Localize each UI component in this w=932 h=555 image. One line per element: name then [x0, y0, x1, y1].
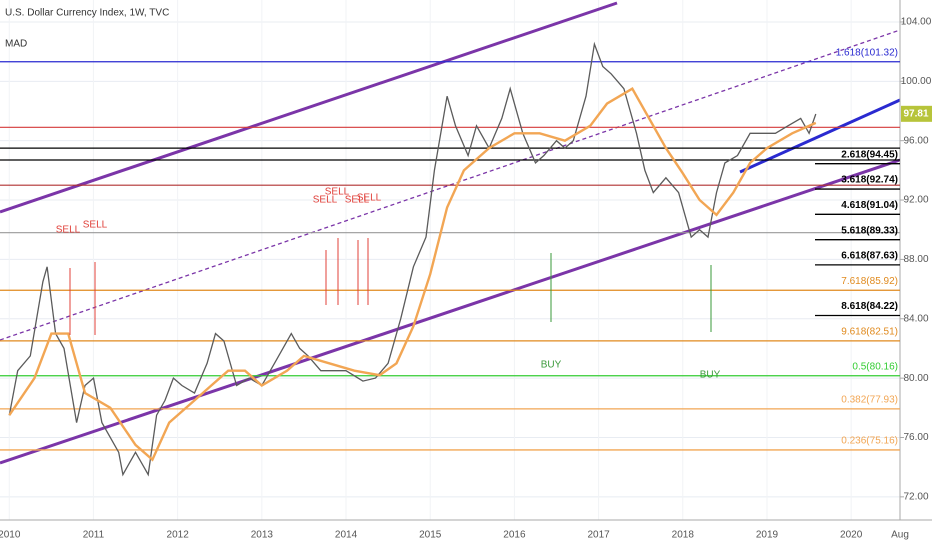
annotation: SELL — [325, 187, 350, 198]
price-line — [8, 87, 817, 462]
x-tick-label: 2018 — [672, 530, 695, 541]
y-tick-label: 84.00 — [903, 313, 928, 324]
last-price-badge — [901, 105, 932, 122]
channel-lower — [0, 158, 901, 465]
chart-title: U.S. Dollar Currency Index, 1W, TVC — [5, 8, 169, 19]
y-tick-label: 92.00 — [903, 195, 928, 206]
fib-level-label: 6.618(87.63) — [841, 251, 898, 262]
y-tick-label: 96.00 — [903, 135, 928, 146]
x-tick-label: 2015 — [419, 530, 442, 541]
x-tick-label: 2011 — [83, 530, 105, 541]
fib-level-label: 1.618(101.32) — [836, 47, 898, 58]
fib-level-label: 2.618(94.45) — [841, 149, 898, 160]
annotation: SELL — [56, 225, 81, 236]
x-tick-label: 2010 — [0, 530, 21, 541]
annotation: SELL — [357, 193, 382, 204]
fib-level-label: 5.618(89.33) — [841, 225, 898, 236]
x-tick-label: 2014 — [335, 530, 358, 541]
indicator-name: MAD — [5, 39, 27, 50]
fib-level-label: 0.382(77.93) — [841, 394, 898, 405]
y-tick-label: 100.00 — [901, 76, 932, 87]
fib-level-label: 4.618(91.04) — [841, 200, 898, 211]
y-tick-label: 76.00 — [903, 432, 928, 443]
fib-level-label: 8.618(84.22) — [841, 301, 898, 312]
fib-level-label: 9.618(82.51) — [841, 327, 898, 338]
x-tick-label: 2013 — [251, 530, 274, 541]
channel-upper — [0, 1, 618, 214]
annotation: BUY — [541, 360, 562, 371]
x-tick-label: 2016 — [503, 530, 526, 541]
fib-level-label: 0.5(80.16) — [852, 361, 898, 372]
y-tick-label: 80.00 — [903, 373, 928, 384]
x-tick-label: 2017 — [587, 530, 610, 541]
y-tick-label: 88.00 — [903, 254, 928, 265]
annotation: SELL — [313, 195, 338, 206]
y-tick-label: 72.00 — [903, 491, 928, 502]
x-tick-label: Aug — [891, 530, 909, 541]
price-line — [8, 41, 817, 477]
y-tick-label: 104.00 — [901, 17, 932, 28]
x-tick-label: 2012 — [167, 530, 190, 541]
channel-mid — [0, 29, 901, 341]
annotation: SELL — [345, 195, 370, 206]
x-tick-label: 2020 — [840, 530, 863, 541]
fib-level-label: 0.236(75.16) — [841, 436, 898, 447]
fib-level-label: 7.618(85.92) — [841, 276, 898, 287]
last-price-label: 97.81 — [903, 108, 928, 119]
annotation: BUY — [700, 370, 721, 381]
x-tick-label: 2019 — [756, 530, 779, 541]
annotation: SELL — [83, 220, 108, 231]
fib-level-label: 3.618(92.74) — [841, 175, 898, 186]
